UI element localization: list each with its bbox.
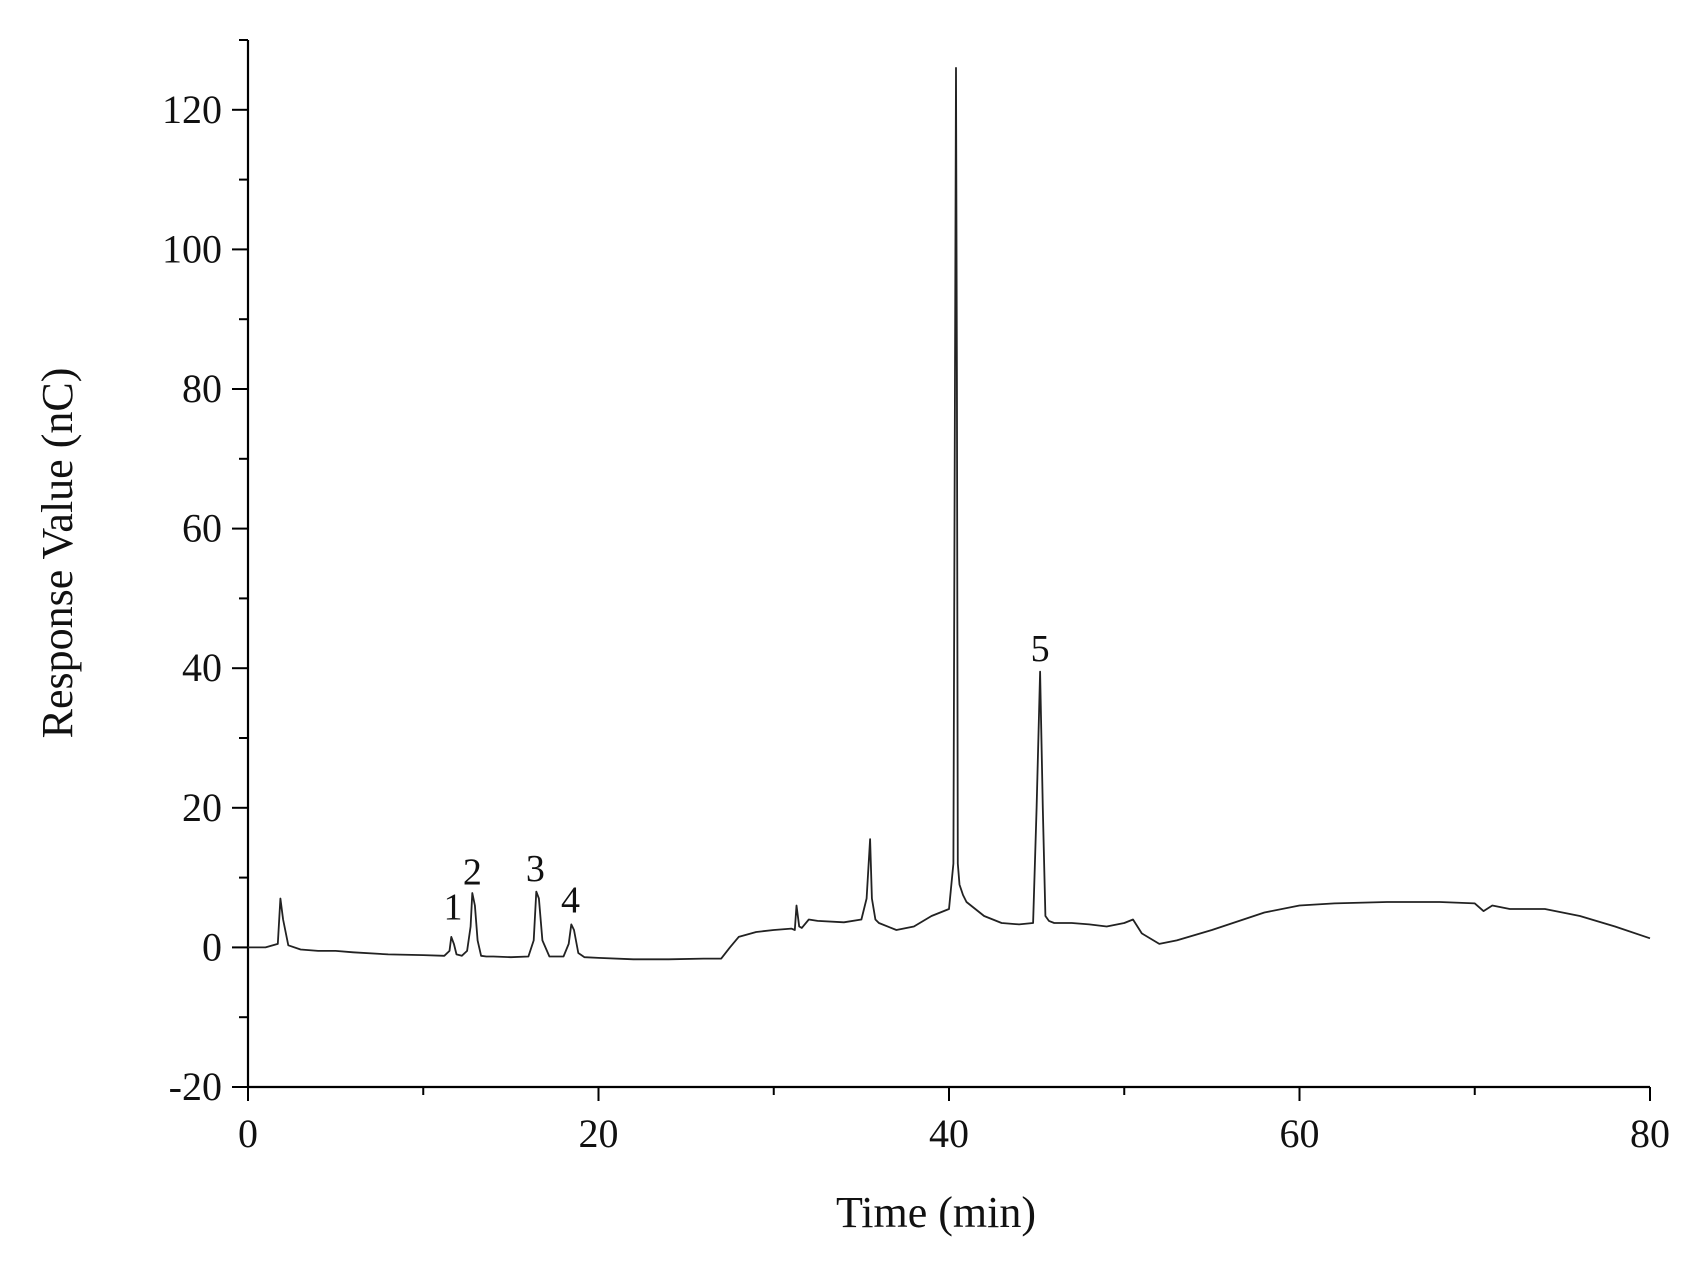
y-tick-label: 120 [162, 87, 222, 132]
chromatogram-trace [248, 67, 1651, 961]
y-tick-label: -20 [169, 1064, 222, 1109]
y-tick-label: 20 [182, 785, 222, 830]
y-tick-label: 40 [182, 645, 222, 690]
x-tick-label: 80 [1630, 1111, 1670, 1156]
plot-area [248, 67, 1651, 961]
y-tick-label: 100 [162, 226, 222, 271]
x-tick-label: 0 [238, 1111, 258, 1156]
y-tick-label: 60 [182, 506, 222, 551]
y-tick-label: 0 [202, 924, 222, 969]
peak-label-1: 1 [444, 886, 463, 928]
y-tick-label: 80 [182, 366, 222, 411]
peak-annotations: 12 34 5 [444, 628, 1050, 928]
x-axis-title: Time (min) [836, 1188, 1036, 1237]
x-tick-label: 20 [579, 1111, 619, 1156]
peak-label-4: 4 [561, 880, 580, 922]
tick-marks: 0 20 40 60 80 -20 0 20 40 60 80 100 120 [162, 39, 1670, 1156]
peak-label-5: 5 [1031, 628, 1050, 670]
x-tick-label: 60 [1280, 1111, 1320, 1156]
axes [246, 40, 1650, 1089]
peak-label-2: 2 [463, 852, 482, 894]
peak-label-3: 3 [526, 848, 545, 890]
x-tick-label: 40 [929, 1111, 969, 1156]
y-axis-title: Response Value (nC) [33, 368, 82, 739]
